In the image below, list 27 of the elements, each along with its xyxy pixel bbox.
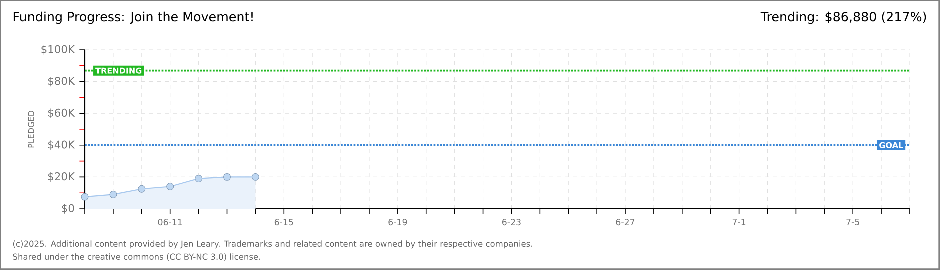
- x-tick-label: 06-11: [158, 219, 182, 226]
- x-tick-label: 6-23: [502, 219, 521, 226]
- point: [166, 182, 174, 190]
- y-tick-label: $100K: [42, 45, 76, 55]
- text: (c)2025. Additional content provided by Jen Leary. Trademarks and related content are owned by their respective companies.: [13, 240, 532, 249]
- x-tick-label: 6-15: [274, 219, 294, 226]
- y-tick-label: $0: [62, 204, 74, 214]
- chart-title: Funding Progress: Join the Movement!: [14, 12, 253, 24]
- ref-line-label: GOAL: [880, 142, 904, 148]
- point: [195, 175, 203, 183]
- point: [138, 185, 146, 193]
- y-axis-title: PLEDGED: [28, 111, 34, 148]
- point: [110, 190, 118, 198]
- x-tick-label: 6-19: [388, 219, 408, 226]
- y-tick-label: $40K: [48, 140, 76, 150]
- ref-line-label: TRENDING: [96, 68, 142, 74]
- point: [224, 173, 231, 181]
- x-tick-label: 7-5: [846, 219, 860, 226]
- y-tick-label: $80K: [48, 76, 76, 87]
- text: Shared under the creative commons (CC BY-NC 3.0) license.: [13, 254, 260, 261]
- chart-subtitle: Trending: $86,880 (217%): [760, 12, 926, 24]
- point: [252, 173, 260, 181]
- point: [81, 193, 89, 201]
- x-tick-label: 7-1: [732, 219, 746, 226]
- y-tick-label: $60K: [48, 108, 76, 118]
- x-tick-label: 6-27: [616, 219, 635, 226]
- y-tick-label: $20K: [48, 172, 76, 182]
